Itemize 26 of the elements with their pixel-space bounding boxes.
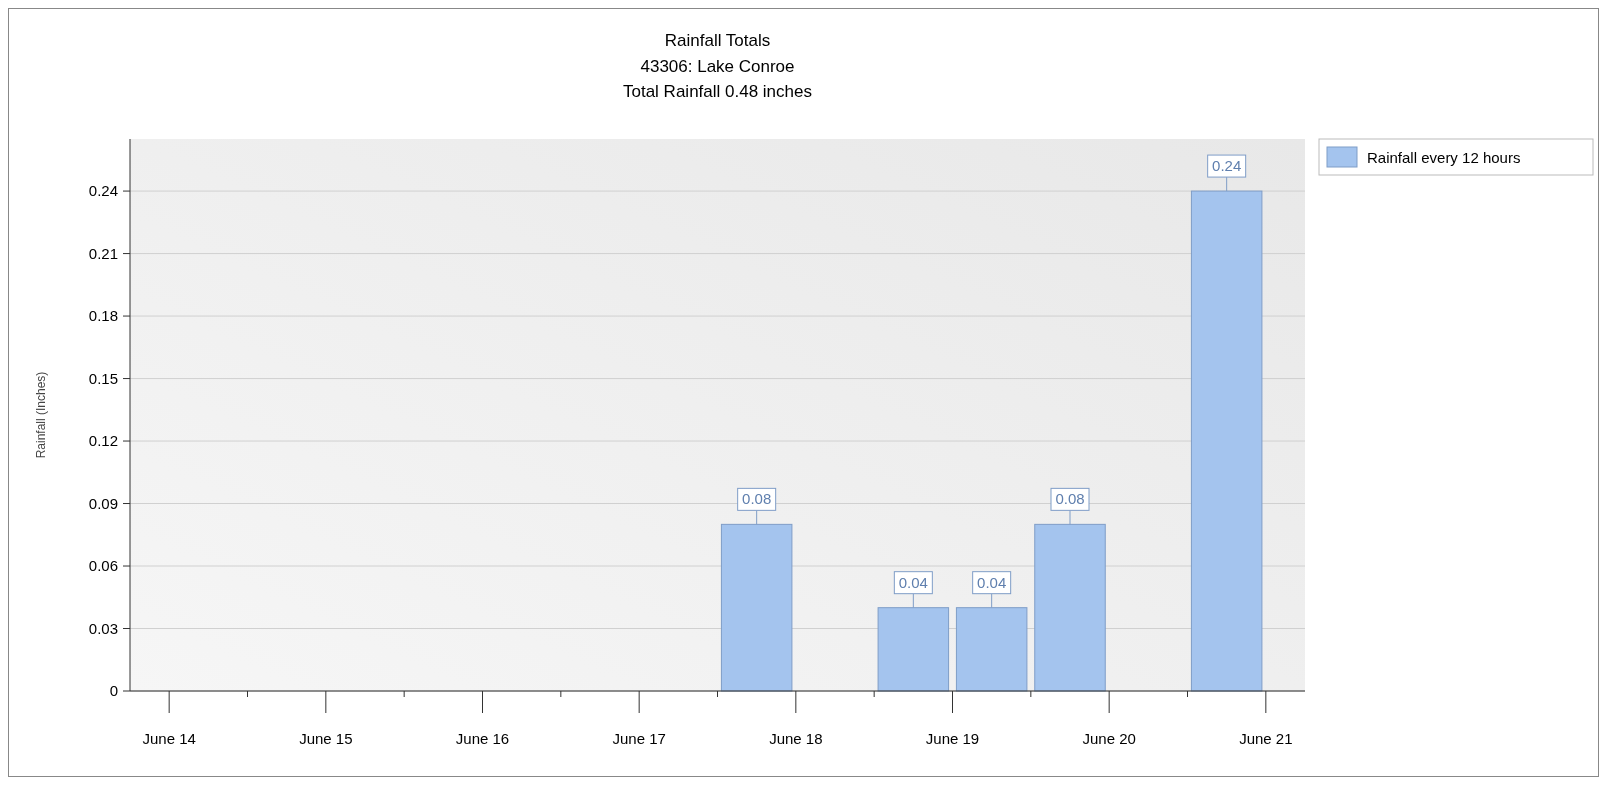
data-label: 0.04 <box>898 573 928 591</box>
x-tick-label: June 17 <box>612 730 666 747</box>
legend-label: Rainfall every 12 hours <box>1367 149 1521 166</box>
y-tick-label: 0.09 <box>88 494 118 512</box>
y-tick-label: 0.21 <box>88 244 118 262</box>
y-tick-label: 0.18 <box>88 307 118 325</box>
y-tick-label: 0 <box>109 682 118 699</box>
x-tick-label: June 20 <box>1082 730 1136 747</box>
data-label: 0.24 <box>1212 157 1242 175</box>
x-tick-label: June 19 <box>925 730 980 747</box>
x-tick-label: June 16 <box>455 730 510 747</box>
y-axis-title: Rainfall (Inches) <box>34 371 48 459</box>
x-tick-label: June 14 <box>142 730 196 747</box>
y-tick-label: 0.03 <box>88 619 118 637</box>
data-label: 0.04 <box>977 573 1007 591</box>
chart-subtitle: 43306: Lake Conroe Total Rainfall 0.48 inches <box>622 57 813 101</box>
y-tick-label: 0.15 <box>88 369 118 387</box>
y-tick-label: 0.06 <box>88 557 118 575</box>
y-tick-label: 0.12 <box>88 432 118 450</box>
chart-title: Rainfall Totals <box>664 31 771 50</box>
x-tick-label: June 15 <box>299 730 353 747</box>
data-label: 0.08 <box>742 490 772 508</box>
x-tick-label: June 18 <box>769 730 823 747</box>
data-label: 0.08 <box>1055 490 1085 508</box>
x-tick-label: June 21 <box>1239 730 1293 747</box>
y-tick-label: 0.24 <box>88 182 118 200</box>
